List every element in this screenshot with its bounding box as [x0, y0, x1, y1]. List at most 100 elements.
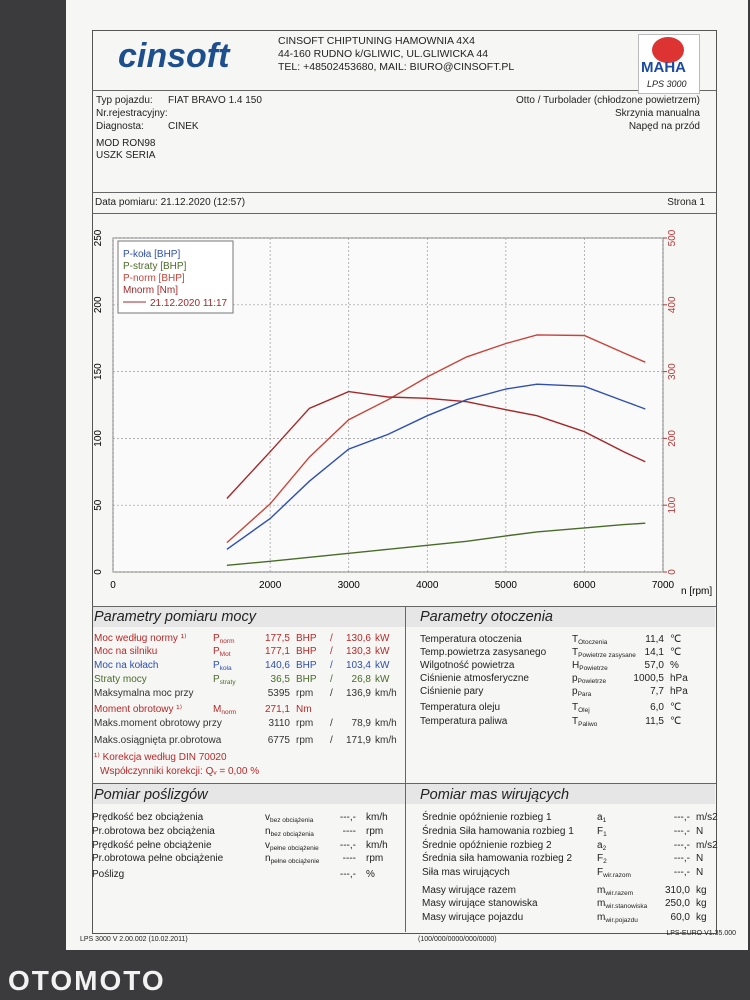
symbol-main: P: [213, 674, 220, 685]
unit: %: [366, 869, 375, 880]
label: Temperatura paliwa: [420, 716, 508, 727]
symbol: F1: [597, 826, 607, 841]
value: ---,-: [673, 812, 690, 823]
y-tick-label: 250: [93, 229, 104, 246]
section-band: [93, 607, 715, 627]
value: 36,5: [270, 674, 290, 685]
unit: km/h: [375, 688, 397, 699]
y2-tick-label: 400: [667, 296, 678, 313]
value: 60,0: [670, 912, 690, 923]
symbol-sub: Powietrze: [577, 678, 607, 685]
symbol: nbez obciążenia: [265, 826, 314, 841]
symbol-main: n: [265, 826, 271, 837]
symbol: Pstraty: [213, 674, 236, 689]
x-tick-label: 7000: [652, 580, 675, 591]
unit: kg: [696, 912, 707, 923]
detail: Skrzynia manualna: [614, 108, 700, 119]
unit: rpm: [296, 688, 314, 699]
symbol-sub: Mot: [219, 651, 231, 658]
label: Masy wirujące razem: [422, 885, 516, 896]
symbol-main: p: [572, 686, 578, 697]
section-title: Pomiar mas wirujących: [420, 787, 570, 803]
unit: N: [696, 853, 704, 864]
note: MOD RON98: [96, 138, 156, 149]
company: CINSOFT CHIPTUNING HAMOWNIA 4X4: [278, 35, 475, 47]
unit: BHP: [296, 660, 317, 671]
y2-tick-label: 100: [667, 496, 678, 513]
value: 6775: [267, 735, 290, 746]
y2-tick-label: 200: [667, 430, 678, 447]
symbol-main: m: [597, 898, 606, 909]
symbol-sub: Para: [577, 691, 592, 698]
legend-entry: Mnorm [Nm]: [123, 285, 178, 296]
separator: /: [330, 674, 333, 685]
value: 103,4: [345, 660, 371, 671]
symbol-sub: Powietrze zasysane: [578, 652, 636, 659]
divider: [92, 783, 716, 784]
value: 136,9: [345, 688, 371, 699]
unit: N: [696, 867, 704, 878]
label: Maks.moment obrotowy przy: [94, 718, 222, 729]
symbol-sub: Otoczenia: [578, 639, 608, 646]
label: Moc według normy ¹⁾: [94, 633, 187, 644]
value: 271,1: [264, 704, 290, 715]
symbol-sub: pełne obciążenie: [270, 858, 320, 865]
legend-box: [117, 240, 234, 314]
symbol-sub: norm: [219, 638, 235, 645]
unit: kW: [375, 660, 390, 671]
symbol-sub: Paliwo: [578, 721, 598, 728]
value: ---,-: [673, 826, 690, 837]
y-tick-label: 150: [93, 363, 104, 380]
field-label: Nr.rejestracyjny:: [96, 108, 168, 119]
value: 3110: [268, 718, 290, 729]
symbol-sub: 2: [602, 845, 607, 852]
symbol-sub: wir.pojazdu: [605, 917, 638, 924]
symbol: mwir.pojazdu: [597, 912, 638, 927]
label: Średnia siła hamowania rozbieg 2: [422, 853, 573, 864]
value: 177,1: [264, 646, 290, 657]
value: 177,5: [264, 633, 290, 644]
symbol: HPowietrze: [572, 660, 608, 675]
value: ---,-: [673, 853, 690, 864]
symbol-sub: bez obciążenia: [270, 831, 314, 838]
note: USZK SERIA: [96, 150, 156, 161]
unit: Nm: [296, 704, 312, 715]
field-value: FIAT BRAVO 1.4 150: [168, 95, 262, 106]
symbol-sub: koła: [219, 665, 232, 672]
value: 130,6: [345, 633, 371, 644]
section-band: [93, 784, 715, 804]
field-label: Diagnosta:: [96, 121, 144, 132]
separator: /: [330, 688, 333, 699]
page-number: Strona 1: [667, 197, 705, 208]
value: ---,-: [673, 840, 690, 851]
unit: km/h: [375, 718, 397, 729]
symbol: F2: [597, 853, 607, 868]
label: Masy wirujące stanowiska: [422, 898, 538, 909]
symbol-sub: wir.razom: [603, 872, 631, 879]
maha-logo-box: [638, 34, 700, 94]
symbol-sub: Olej: [578, 707, 590, 714]
symbol-main: a: [597, 812, 603, 823]
footer-middle: (100/000/0000/000/0000): [418, 936, 497, 943]
label: Prędkość bez obciążenia: [92, 812, 204, 823]
label: Moment obrotowy ¹⁾: [94, 704, 183, 715]
y2-tick-label: 0: [667, 569, 678, 575]
value: ---,-: [339, 812, 356, 823]
x-tick-label: 0: [110, 580, 116, 591]
frame: [92, 30, 717, 934]
symbol-sub: wir.razem: [605, 890, 634, 897]
date: Data pomiaru: 21.12.2020 (12:57): [95, 197, 246, 208]
symbol: PMot: [213, 646, 231, 661]
value: 6,0: [650, 702, 664, 713]
symbol-main: P: [213, 646, 220, 657]
unit: hPa: [670, 673, 688, 684]
symbol-main: a: [597, 840, 603, 851]
label: Moc na kołach: [94, 660, 159, 671]
symbol-sub: 1: [602, 817, 607, 824]
series-line: [226, 383, 646, 550]
field-value: CINEK: [168, 121, 199, 132]
x-tick-label: 3000: [338, 580, 361, 591]
symbol-sub: bez obciążenia: [270, 817, 314, 824]
symbol-sub: Powietrze: [579, 665, 608, 672]
